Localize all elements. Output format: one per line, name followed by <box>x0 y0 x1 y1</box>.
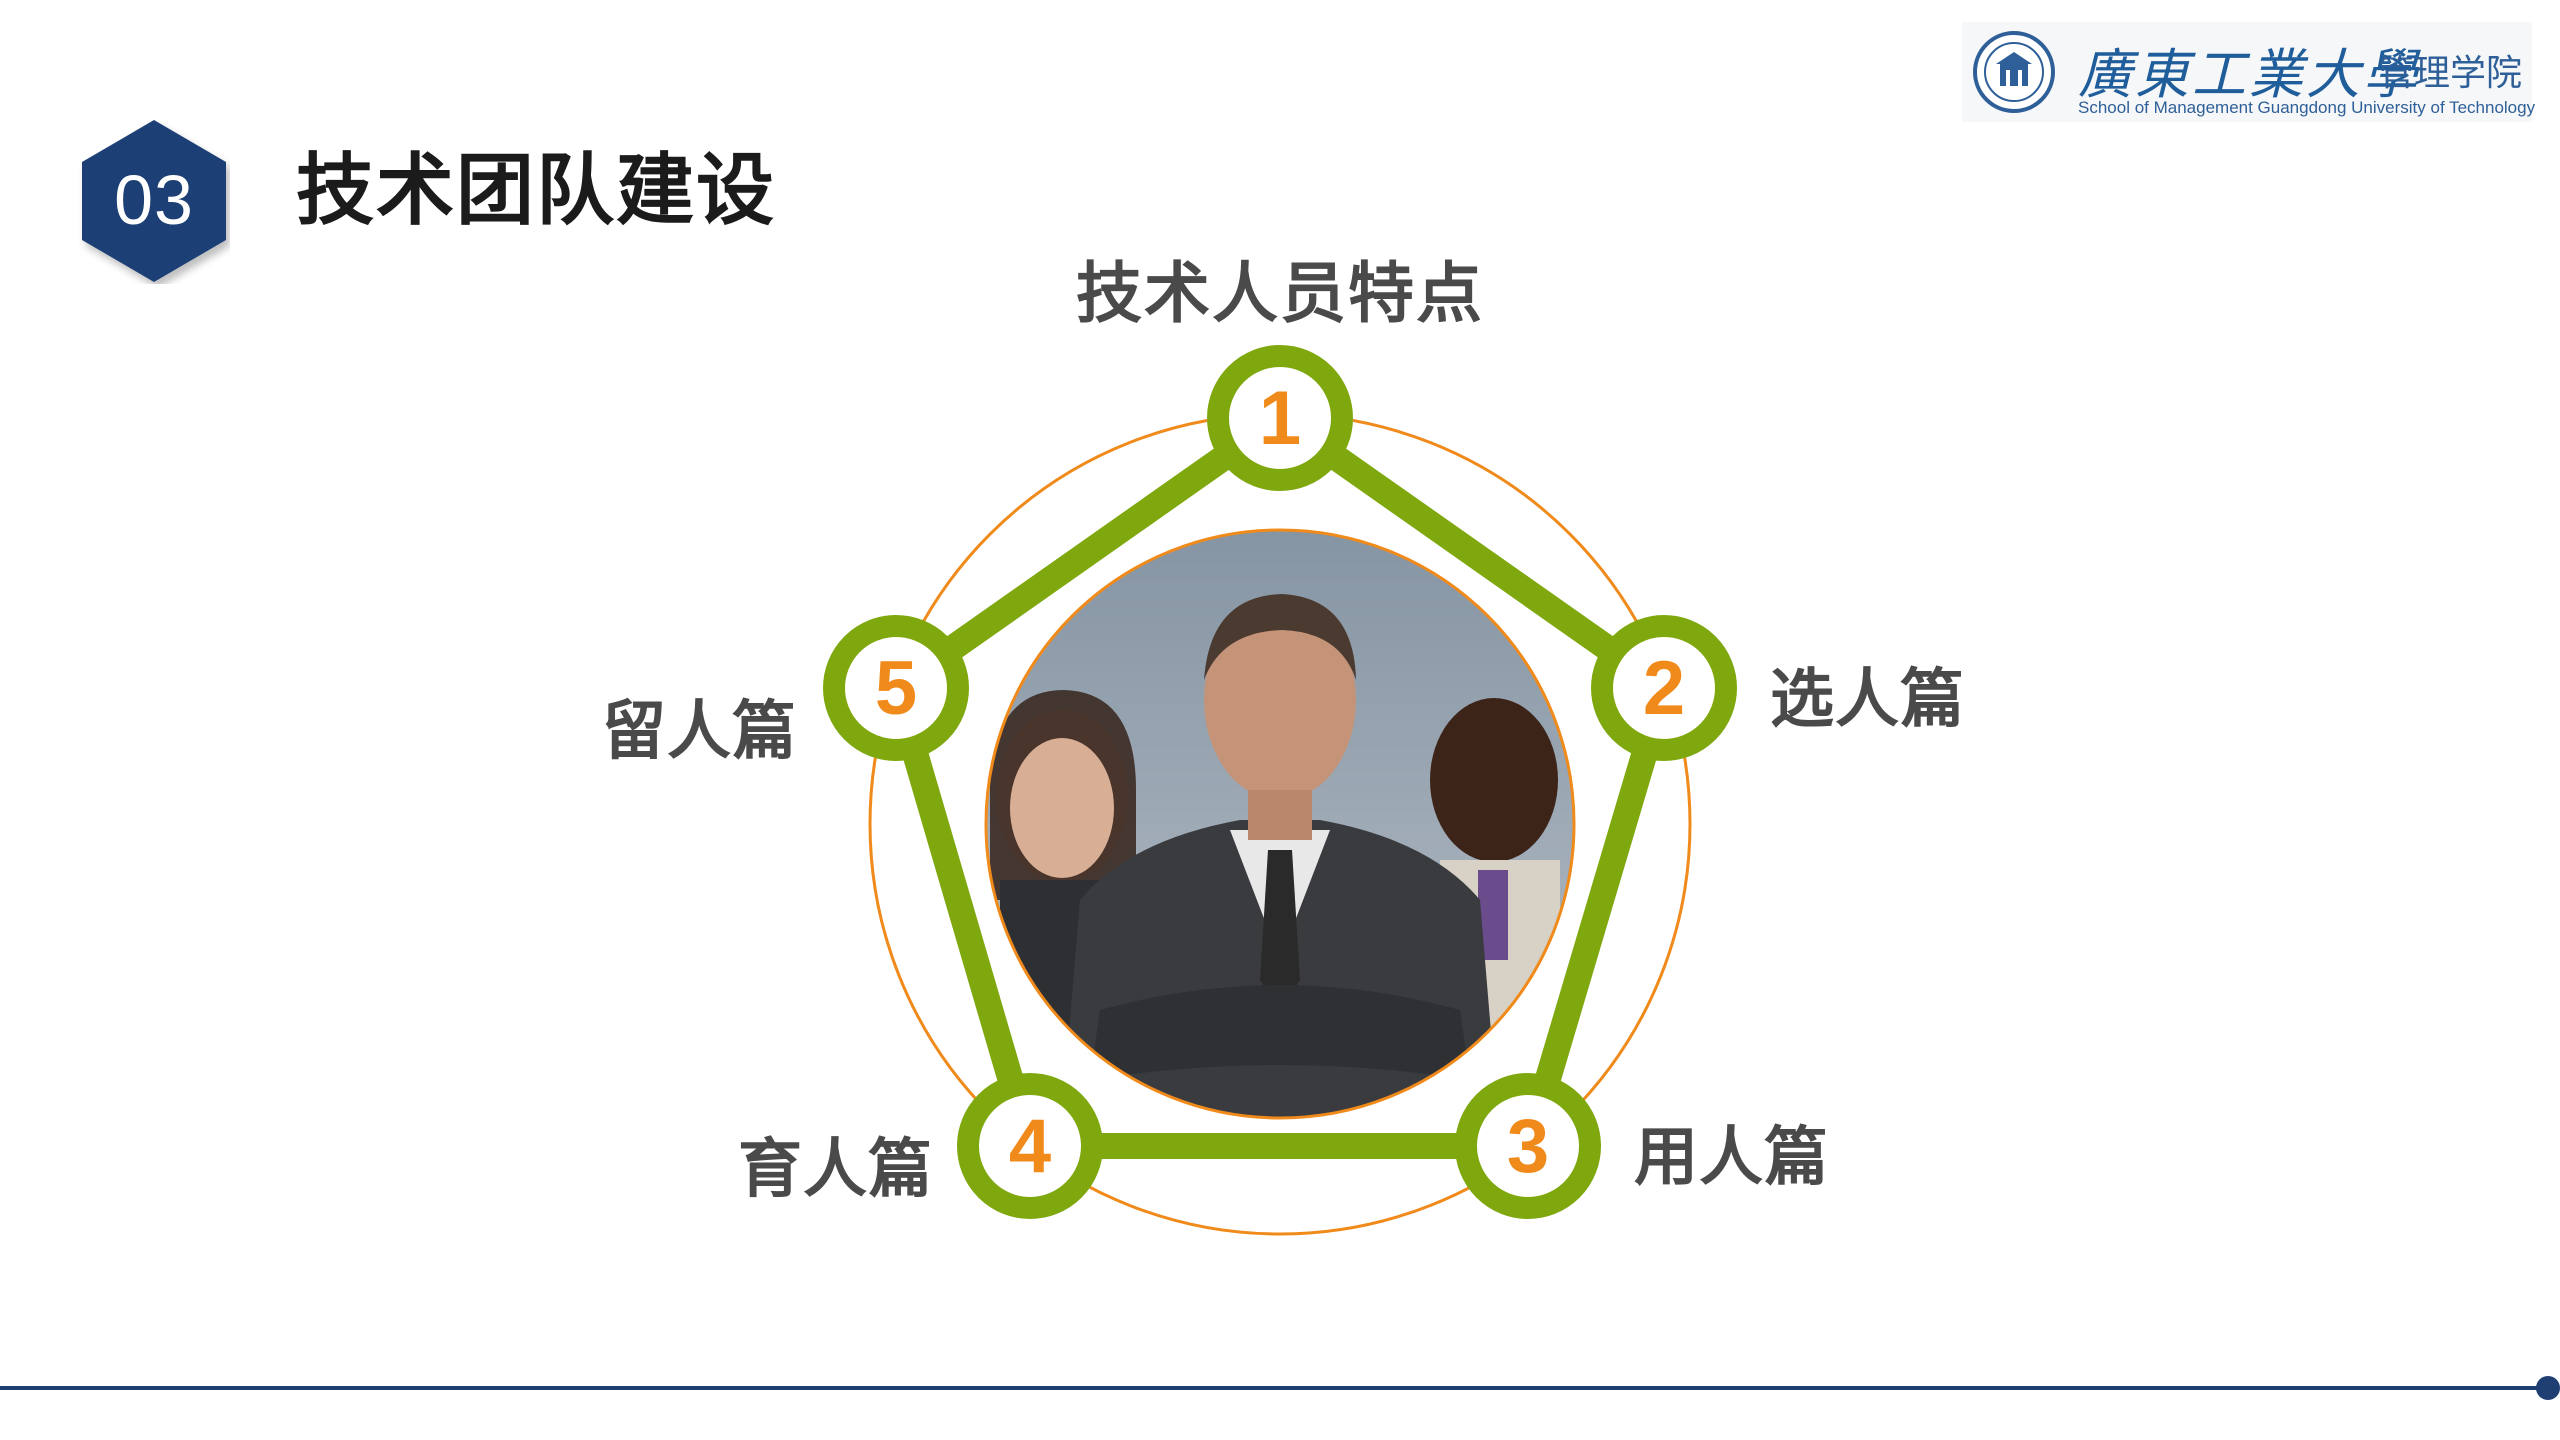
node-circle-2 <box>1591 615 1737 761</box>
school-name: 管理学院 <box>2378 53 2523 94</box>
school-english-name: School of Management Guangdong Universit… <box>2078 98 2536 117</box>
node-circle-1 <box>1207 345 1353 491</box>
node-label-5: 留人篇 <box>602 695 797 769</box>
node-number-1: 1 <box>1258 375 1302 461</box>
node-number-4: 4 <box>1008 1103 1052 1189</box>
node-number-3: 3 <box>1506 1103 1550 1189</box>
node-circle-4 <box>957 1073 1103 1219</box>
node-label-2: 选人篇 <box>1770 663 1965 737</box>
university-logo <box>1962 22 2532 122</box>
node-label-3: 用人篇 <box>1634 1121 1829 1195</box>
node-number-2: 2 <box>1642 645 1686 731</box>
section-badge <box>82 120 226 282</box>
pentagon-frame <box>883 405 1677 1159</box>
node-number-5: 5 <box>874 645 918 731</box>
node-label-4: 育人篇 <box>738 1133 933 1207</box>
university-seal-icon <box>1973 31 2055 113</box>
team-photo <box>986 530 1574 1118</box>
footer-divider <box>0 1386 2546 1390</box>
node-circle-3 <box>1455 1073 1601 1219</box>
diagram-top-title: 技术人员特点 <box>1076 255 1484 332</box>
page-title: 技术团队建设 <box>296 146 777 236</box>
node-circle-5 <box>823 615 969 761</box>
section-number: 03 <box>114 161 194 239</box>
university-name: 廣東工業大學 <box>2078 43 2420 106</box>
footer-dot <box>2536 1376 2560 1400</box>
